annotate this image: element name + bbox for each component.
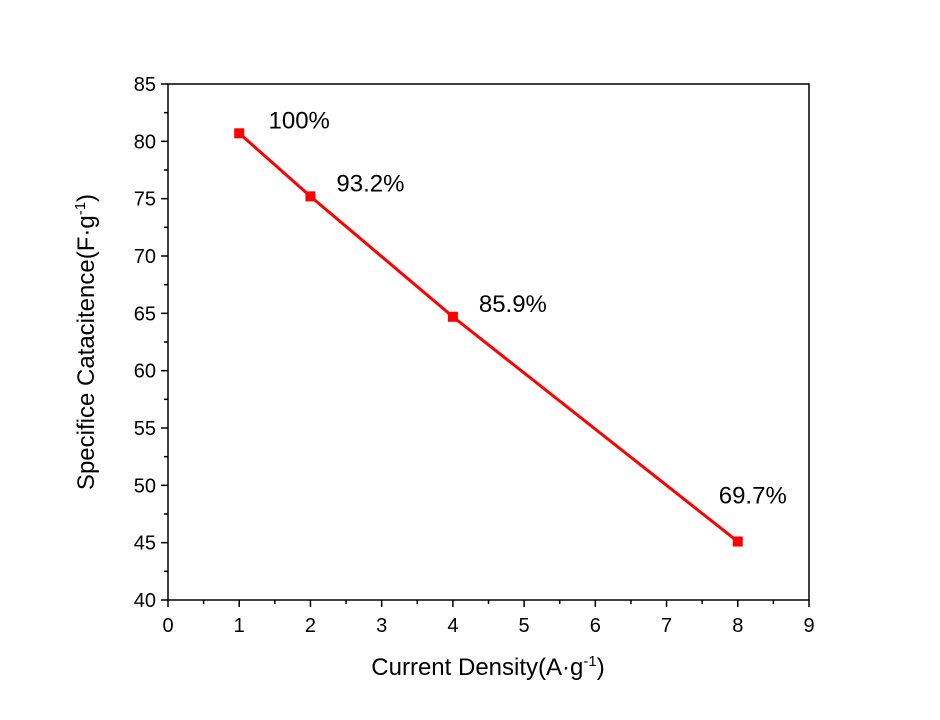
x-tick-label: 6 bbox=[590, 615, 601, 637]
series-line bbox=[238, 132, 739, 543]
x-tick-label: 5 bbox=[519, 615, 530, 637]
x-axis-title: Current Density(A·g-1) bbox=[371, 653, 604, 681]
x-tick-label: 9 bbox=[803, 615, 814, 637]
data-label: 85.9% bbox=[479, 291, 547, 318]
data-label: 69.7% bbox=[719, 483, 787, 510]
data-labels-group: 100% 93.2% 85.9% 69.7% bbox=[269, 107, 787, 509]
x-tick-label: 7 bbox=[661, 615, 672, 637]
y-tick-label: 55 bbox=[134, 418, 156, 440]
data-point bbox=[234, 128, 245, 139]
data-label: 100% bbox=[269, 107, 330, 134]
x-tick-label: 3 bbox=[376, 615, 387, 637]
y-tick-label: 45 bbox=[134, 533, 156, 555]
y-tick-label: 65 bbox=[134, 303, 156, 325]
y-axis-title-superscript: -1 bbox=[72, 202, 89, 215]
x-axis-title-superscript: -1 bbox=[583, 653, 596, 670]
y-axis-title: Specifice Catacitence(F·g-1) bbox=[72, 194, 100, 490]
y-tick-label: 75 bbox=[134, 189, 156, 211]
x-tick-label: 1 bbox=[234, 615, 245, 637]
data-point bbox=[732, 536, 743, 547]
y-tick-label: 50 bbox=[134, 475, 156, 497]
y-tick-label: 40 bbox=[134, 590, 156, 612]
y-tick-label: 85 bbox=[134, 74, 156, 96]
x-tick-label: 0 bbox=[162, 615, 173, 637]
y-tick-label: 70 bbox=[134, 246, 156, 268]
x-tick-label: 4 bbox=[447, 615, 458, 637]
y-tick-label: 60 bbox=[134, 361, 156, 383]
x-tick-label: 8 bbox=[732, 615, 743, 637]
data-point bbox=[305, 191, 316, 202]
data-label: 93.2% bbox=[336, 170, 404, 197]
series-group bbox=[234, 128, 743, 547]
y-tick-label: 80 bbox=[134, 131, 156, 153]
x-tick-label: 2 bbox=[305, 615, 316, 637]
data-point bbox=[447, 311, 458, 322]
